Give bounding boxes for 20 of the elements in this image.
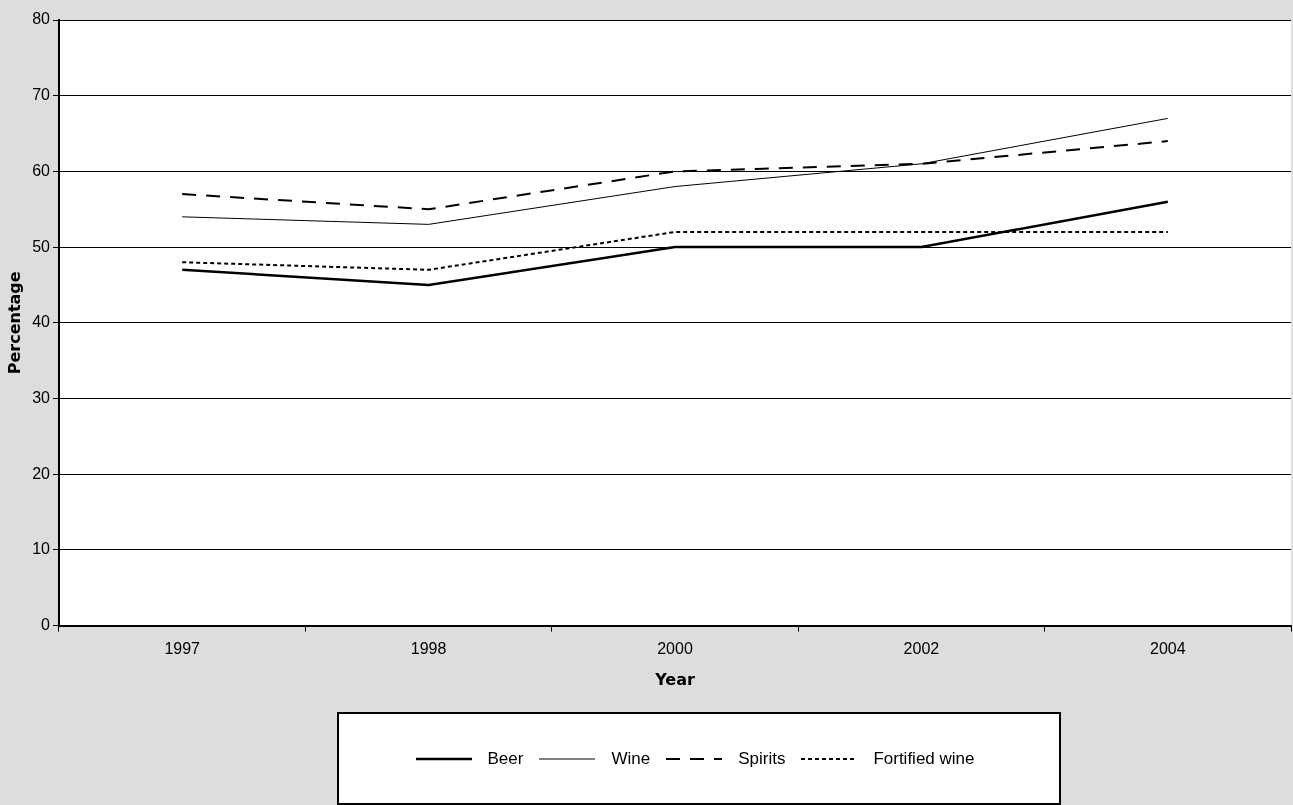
x-tick-label: 2000	[657, 639, 693, 657]
x-tick-label: 1998	[410, 639, 447, 657]
y-tick-label: 40	[32, 313, 51, 331]
x-tick-label: 1997	[164, 639, 201, 657]
y-axis-title: Percentage	[4, 271, 24, 375]
y-tick-label: 20	[32, 464, 51, 482]
legend-label: Beer	[487, 748, 524, 769]
y-tick-label: 50	[32, 237, 51, 255]
x-tick-label: 2004	[1150, 639, 1186, 657]
y-tick-label: 0	[41, 616, 51, 634]
legend-label: Wine	[611, 748, 651, 769]
y-tick-label: 80	[32, 10, 51, 28]
y-tick-label: 60	[32, 161, 51, 179]
x-axis-title: Year	[654, 669, 695, 689]
legend-label: Fortified wine	[873, 748, 975, 769]
y-tick-label: 70	[32, 86, 51, 104]
y-tick-label: 10	[32, 540, 51, 558]
x-tick-label: 2002	[903, 639, 940, 657]
legend-label: Spirits	[738, 748, 786, 769]
y-tick-label: 30	[32, 388, 51, 406]
